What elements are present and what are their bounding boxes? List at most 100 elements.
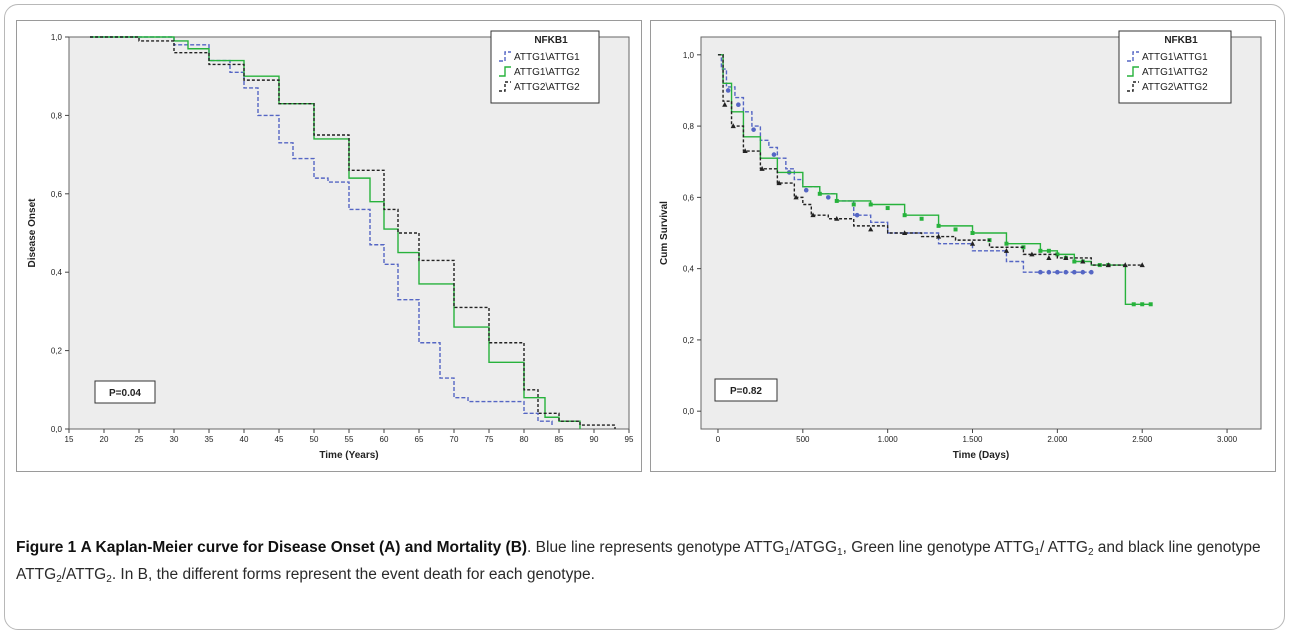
legend-label: ATTG1\ATTG1 [1142, 52, 1208, 63]
censor-marker [1063, 255, 1069, 260]
y-tick-label: 0,0 [51, 425, 63, 434]
legend-swatch [1127, 81, 1139, 92]
censor-marker [868, 202, 873, 207]
censor-marker [969, 240, 976, 246]
y-tick-label: 0,0 [683, 407, 695, 416]
caption-text: . In B, the different forms represent th… [111, 566, 595, 583]
x-axis-label: Time (Years) [319, 450, 378, 461]
x-tick-label: 0 [716, 435, 721, 444]
censor-marker [793, 194, 799, 200]
legend-swatch [499, 51, 511, 62]
censor-marker [834, 198, 839, 203]
legend-label: ATTG2\ATTG2 [514, 82, 580, 93]
censor-marker [902, 230, 908, 235]
legend-swatch [1127, 51, 1139, 62]
censor-marker [851, 202, 856, 207]
censor-marker [1055, 269, 1060, 275]
x-tick-label: 2.500 [1132, 435, 1153, 444]
x-tick-label: 1.500 [962, 435, 983, 444]
x-tick-label: 35 [205, 435, 214, 444]
censor-marker [1089, 269, 1094, 275]
caption-subscript: 2 [56, 574, 62, 585]
censor-marker [1140, 302, 1145, 307]
legend-title: NFKB1 [534, 35, 568, 46]
censor-marker [1072, 269, 1077, 275]
x-axis-label: Time (Days) [953, 450, 1010, 461]
censor-marker [953, 227, 958, 232]
chart-panel-a: 15 20 25 30 35 40 45 50 55 60 65 70 75 80 85 90 95 0,0 0,2… [16, 20, 642, 472]
censor-marker [1139, 262, 1145, 268]
censor-marker [751, 127, 756, 132]
series-line-2 [717, 54, 1151, 305]
censor-marker [1046, 255, 1052, 260]
censor-marker [810, 212, 816, 218]
censor-marker [1046, 248, 1051, 253]
censor-marker [1038, 269, 1043, 275]
caption-text: , Green line genotype ATTG [842, 539, 1035, 556]
caption-text: . Blue line represents genotype ATTG [527, 539, 785, 556]
censor-marker [725, 88, 731, 93]
legend-swatch [499, 81, 511, 92]
censor-marker [868, 226, 874, 232]
kaplan-meier-chart-b: 0 500 1.000 1.500 2.000 2.500 3.000 0,0 0,2 0,4 0,… [659, 30, 1262, 461]
censor-marker [1080, 258, 1086, 264]
caption-subscript: 1 [1034, 547, 1040, 558]
censor-marker [970, 231, 975, 235]
censor-marker [817, 191, 822, 196]
y-tick-label: 0,2 [683, 336, 695, 345]
censor-marker [834, 215, 840, 221]
censor-marker [825, 195, 831, 200]
p-value-box [94, 380, 156, 404]
x-tick-label: 20 [100, 435, 109, 444]
y-axis-label: Disease Onset [27, 198, 38, 268]
censor-marker [1046, 269, 1052, 275]
x-tick-label: 95 [625, 435, 634, 444]
x-tick-label: 45 [275, 435, 284, 444]
censor-marker [1122, 262, 1128, 268]
censor-marker [1004, 241, 1009, 246]
legend-swatch [499, 66, 511, 77]
x-tick-label: 50 [310, 435, 319, 444]
caption-text: and black line genotype ATTG [16, 539, 1261, 583]
censor-marker [1080, 269, 1086, 275]
legend-title: NFKB1 [1164, 35, 1198, 46]
censor-marker [1038, 248, 1043, 253]
caption-text: /ATGG [789, 539, 838, 556]
censor-marker [771, 152, 777, 157]
y-axis-label: Cum Survival [659, 201, 670, 265]
censor-marker [722, 101, 728, 107]
y-tick-label: 0,4 [683, 265, 695, 274]
y-tick-label: 0,4 [51, 268, 63, 277]
x-tick-label: 90 [590, 435, 599, 444]
censor-marker [759, 166, 765, 171]
caption-text: /ATTG [61, 566, 107, 583]
censor-marker [1003, 248, 1010, 253]
chart-panel-b: 0 500 1.000 1.500 2.000 2.500 3.000 0,0 0,2 0,4 0,… [650, 20, 1276, 472]
x-tick-label: 70 [450, 435, 459, 444]
x-tick-label: 75 [485, 435, 494, 444]
legend-label: ATTG2\ATTG2 [1142, 82, 1208, 93]
y-tick-label: 0,2 [51, 347, 63, 356]
x-tick-label: 60 [380, 435, 389, 444]
kaplan-meier-chart-a: 15 20 25 30 35 40 45 50 55 60 65 70 75 80 85 90 95 0,0 0,2… [27, 30, 634, 461]
y-tick-label: 0,8 [683, 122, 695, 131]
censor-marker [730, 123, 736, 129]
p-value-text: P=0.04 [109, 388, 141, 399]
caption-subscript: 1 [837, 547, 843, 558]
censor-marker [1055, 252, 1060, 257]
censor-marker [885, 206, 890, 211]
legend-label: ATTG1\ATTG2 [514, 67, 580, 78]
censor-marker [919, 216, 924, 221]
x-tick-label: 500 [796, 435, 810, 444]
legend-swatch [1127, 66, 1139, 77]
p-value-box [714, 378, 778, 402]
y-tick-label: 1,0 [683, 51, 695, 60]
x-tick-label: 65 [415, 435, 424, 444]
censor-marker [776, 180, 782, 186]
x-tick-label: 55 [345, 435, 354, 444]
censor-marker [902, 213, 907, 218]
legend-label: ATTG1\ATTG2 [1142, 67, 1208, 78]
legend-label: ATTG1\ATTG1 [514, 52, 580, 63]
x-tick-label: 25 [135, 435, 144, 444]
x-tick-label: 3.000 [1217, 435, 1238, 444]
